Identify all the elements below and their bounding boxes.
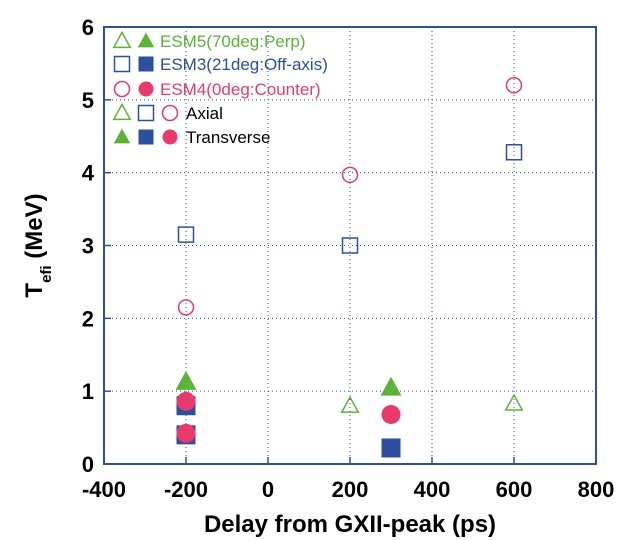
x-tick-label: 200 [332,477,369,502]
grid-lines [104,27,596,464]
y-tick-label: 3 [82,234,94,259]
legend-triangle-icon [137,32,155,48]
circle-transverse-point [381,404,401,424]
circle-axial-point [177,299,195,316]
square-axial-point [505,144,523,161]
legend-circle-icon [162,129,178,145]
legend-circle-icon [113,80,131,98]
triangle-axial-point [504,393,524,411]
x-tick-label: 0 [262,477,274,502]
triangle-transverse-point [175,370,197,390]
legend-square-icon [138,129,154,145]
x-tick-label: -200 [164,477,208,502]
legend-square-icon [137,104,155,122]
y-tick-label: 2 [82,306,94,331]
x-tick-label: 600 [496,477,533,502]
x-tick-label: 400 [414,477,451,502]
square-axial-point [341,237,359,254]
legend-label: Transverse [186,128,270,147]
triangle-transverse-point [380,376,402,396]
x-tick-label: 800 [578,477,615,502]
y-axis-title: Tefi (MeV) [21,193,55,297]
legend-square-icon [138,56,154,72]
legend-label: ESM4(0deg:Counter) [160,80,321,99]
legend-circle-icon [161,104,179,122]
y-tick-label: 6 [82,15,94,40]
y-tick-label: 4 [82,161,95,186]
legend-label: ESM3(21deg:Off-axis) [160,55,328,74]
y-axis-title-unit: (MeV) [21,193,48,265]
data-points [175,77,524,458]
legend-circle-icon [138,81,154,97]
legend-triangle-icon [112,102,132,121]
legend-label: ESM5(70deg:Perp) [160,32,306,51]
square-transverse-point [381,438,401,458]
square-axial-point [177,226,195,243]
circle-transverse-point [176,391,196,411]
triangle-axial-point [340,395,360,413]
legend-triangle-icon [113,128,131,144]
y-tick-label: 5 [82,88,94,113]
y-tick-label: 1 [82,379,94,404]
y-axis-title-main: T [21,283,48,298]
legend-square-icon [113,55,131,73]
legend: ESM5(70deg:Perp) ESM3(21deg:Off-axis) ESM4… [112,30,328,147]
axis-ticks: -400 -200 0 200 400 600 800 0 1 2 3 4 5 6 [82,15,615,502]
y-tick-label: 0 [82,452,94,477]
legend-label: Axial [186,104,223,123]
circle-transverse-point [176,423,196,443]
circle-axial-point [341,166,359,184]
y-axis-title-subscript: efi [38,265,55,283]
circle-axial-point [505,77,523,94]
x-axis-title: Delay from GXII-peak (ps) [204,511,496,538]
x-tick-label: -400 [82,477,126,502]
legend-triangle-icon [112,30,132,49]
